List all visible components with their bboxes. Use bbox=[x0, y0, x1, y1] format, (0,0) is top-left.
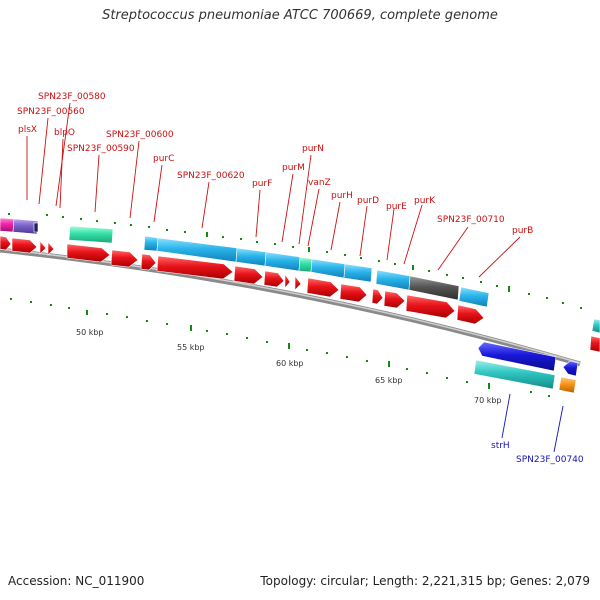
gene-red-13 bbox=[306, 277, 340, 298]
gene-red-19 bbox=[589, 335, 600, 353]
gene-purB bbox=[458, 286, 490, 308]
gene-purE bbox=[375, 269, 411, 291]
lower-leader-lines bbox=[501, 393, 564, 453]
gene-plsX bbox=[12, 218, 39, 235]
label-vanZ: vanZ bbox=[308, 178, 331, 188]
gene-red-11 bbox=[284, 272, 291, 289]
gene-blue-small bbox=[562, 360, 579, 377]
scale-label-50kbp: 50 kbp bbox=[76, 328, 104, 337]
gene-right-aqua bbox=[591, 318, 600, 334]
label-SPN23F-00740: SPN23F_00740 bbox=[516, 455, 584, 465]
gene-red-12 bbox=[294, 275, 302, 291]
label-strH: strH bbox=[491, 441, 510, 451]
gene-purM bbox=[264, 251, 301, 272]
feature-track-lower[interactable] bbox=[473, 341, 579, 394]
gene-red-8 bbox=[156, 255, 234, 280]
scale-label-70kbp: 70 kbp bbox=[474, 396, 502, 405]
label-plsX: plsX bbox=[18, 125, 37, 135]
gene-red-17 bbox=[405, 294, 456, 319]
scale-label-55kbp: 55 kbp bbox=[177, 343, 205, 352]
gene-blue-large bbox=[477, 341, 557, 372]
label-SPN23F-00560: SPN23F_00560 bbox=[17, 107, 85, 117]
upper-leader-lines bbox=[26, 102, 521, 278]
label-purH: purH bbox=[331, 191, 353, 201]
gene-red-3 bbox=[39, 240, 47, 255]
gene-purH bbox=[310, 258, 346, 279]
lower-scale-dots bbox=[10, 298, 550, 397]
label-purM: purM bbox=[282, 163, 305, 173]
gene-red-4 bbox=[47, 241, 55, 256]
label-SPN23F-00590: SPN23F_00590 bbox=[67, 144, 135, 154]
gene-red-5 bbox=[66, 243, 111, 263]
label-blpO: blpO bbox=[54, 128, 75, 138]
label-SPN23F-00710: SPN23F_00710 bbox=[437, 215, 505, 225]
gene-red-10 bbox=[263, 270, 285, 288]
accession-text: Accession: NC_011900 bbox=[8, 574, 145, 588]
gene-red-7 bbox=[140, 253, 157, 271]
label-SPN23F-00620: SPN23F_00620 bbox=[177, 171, 245, 181]
label-purC: purC bbox=[153, 154, 174, 164]
map-title: Streptococcus pneumoniae ATCC 700669, co… bbox=[102, 8, 498, 23]
gene-SPN23F-00710 bbox=[408, 275, 460, 301]
scale-label-65kbp: 65 kbp bbox=[375, 376, 403, 385]
label-SPN23F-00580: SPN23F_00580 bbox=[38, 92, 106, 102]
gene-purF bbox=[235, 247, 267, 267]
gene-SPN23F-00740 bbox=[558, 376, 577, 394]
feature-track-row1[interactable] bbox=[0, 217, 600, 334]
gene-red-1 bbox=[0, 235, 12, 251]
label-purF: purF bbox=[252, 179, 272, 189]
scale-labels: 50 kbp 55 kbp 60 kbp 65 kbp 70 kbp bbox=[76, 328, 502, 405]
scale-label-60kbp: 60 kbp bbox=[276, 359, 304, 368]
upper-scale-dots bbox=[8, 213, 582, 309]
gene-strH bbox=[473, 359, 556, 390]
gene-red-18 bbox=[456, 304, 485, 325]
label-purN: purN bbox=[302, 144, 324, 154]
lower-labels: strH SPN23F_00740 bbox=[491, 441, 584, 465]
genome-stats-text: Topology: circular; Length: 2,221,315 bp… bbox=[260, 574, 590, 588]
gene-red-9 bbox=[233, 265, 264, 285]
gene-purD bbox=[343, 263, 373, 283]
gene-red-15 bbox=[371, 288, 384, 305]
gene-red-6 bbox=[110, 249, 139, 268]
gene-red-14 bbox=[339, 283, 368, 303]
upper-labels: plsX SPN23F_00560 SPN23F_00580 blpO SPN2… bbox=[17, 92, 533, 236]
gene-red-2 bbox=[11, 237, 38, 254]
feature-track-row2[interactable] bbox=[0, 235, 600, 353]
gene-purC bbox=[143, 235, 159, 252]
gene-vanZ bbox=[298, 256, 313, 273]
label-purE: purE bbox=[386, 202, 407, 212]
label-purK: purK bbox=[414, 196, 436, 206]
gene-small-dark bbox=[33, 222, 39, 233]
label-purD: purD bbox=[357, 196, 379, 206]
gene-red-16 bbox=[383, 290, 406, 309]
gene-magenta bbox=[0, 217, 15, 233]
label-purB: purB bbox=[512, 226, 533, 236]
gene-mint-blpO bbox=[68, 225, 114, 244]
label-SPN23F-00600: SPN23F_00600 bbox=[106, 130, 174, 140]
